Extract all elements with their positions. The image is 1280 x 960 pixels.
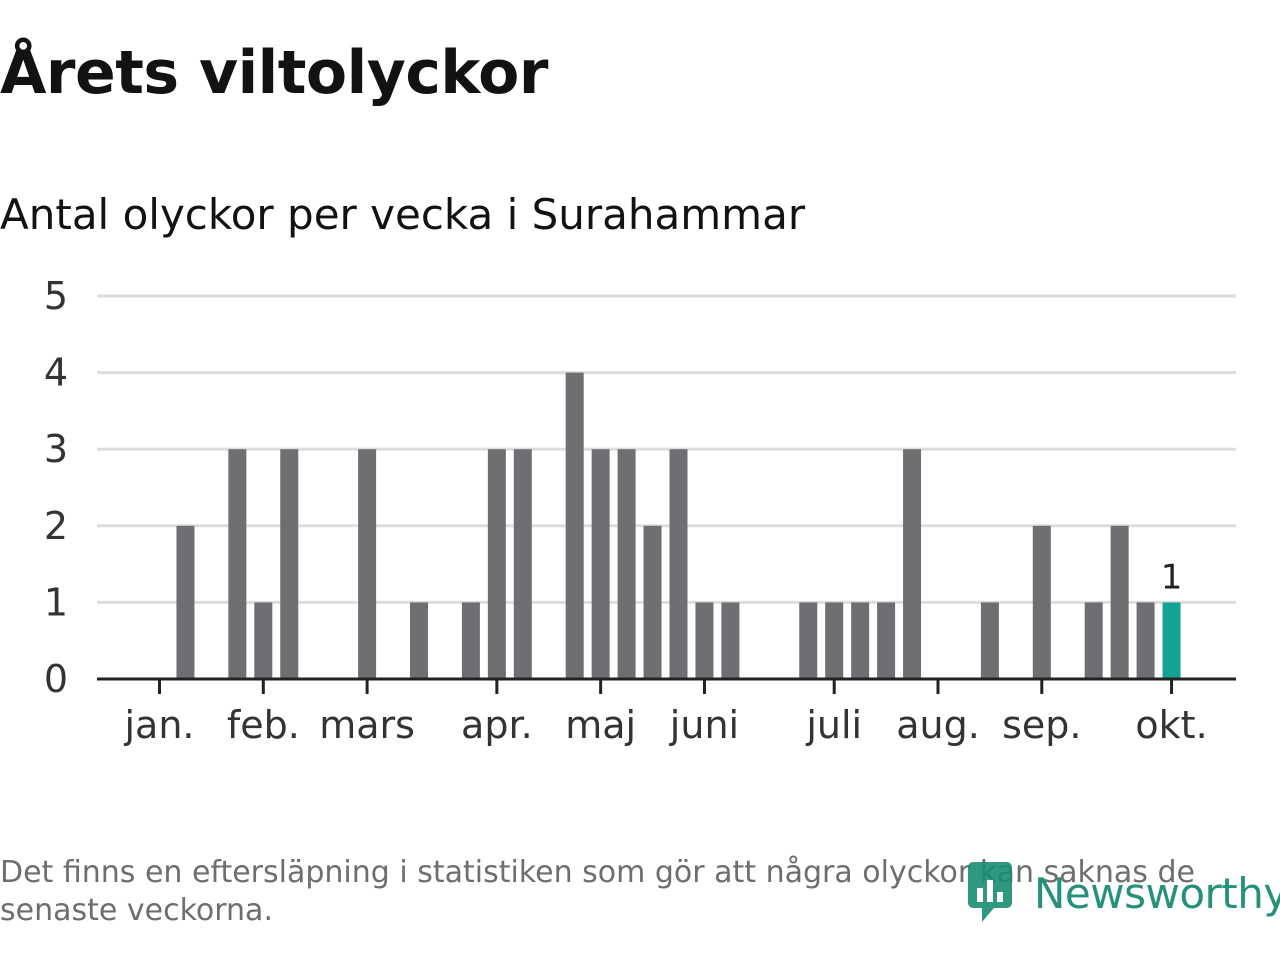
bar	[228, 449, 247, 679]
bar	[877, 602, 896, 679]
bar	[669, 449, 688, 679]
bar	[487, 449, 506, 679]
bar	[980, 602, 999, 679]
bar	[617, 449, 636, 679]
x-tick-label: apr.	[461, 703, 533, 747]
x-axis-ticks: jan. feb. mars apr. maj juni juli aug. sep. okt.	[123, 679, 1208, 747]
bar	[903, 449, 922, 679]
x-tick-label: feb.	[227, 703, 300, 747]
bar	[410, 602, 428, 679]
x-tick-label: juli	[805, 703, 862, 747]
y-tick-label: 2	[44, 504, 68, 548]
gridlines	[97, 294, 1236, 604]
bar	[1084, 602, 1103, 679]
bar	[1136, 602, 1155, 679]
x-tick-label: juni	[669, 703, 739, 747]
bar	[280, 449, 299, 679]
bar	[1110, 525, 1129, 679]
x-tick-label: maj	[565, 703, 636, 747]
chart-title: Årets viltolyckor	[0, 38, 549, 108]
brand-name: Newsworthy	[1034, 868, 1280, 918]
x-tick-label: sep.	[1002, 703, 1081, 747]
bar-chart: 0 1 2 3 4 5 jan. feb. mars apr. maj juni juli aug. se…	[44, 274, 1236, 747]
data-label: 1	[1161, 557, 1183, 597]
brand-logo: Newsworthy	[964, 858, 1280, 928]
bar	[254, 602, 273, 679]
bar	[591, 449, 610, 679]
newsworthy-logo-icon	[968, 862, 1012, 922]
bar-highlight	[1162, 602, 1181, 679]
bar	[695, 602, 714, 679]
x-tick-label: aug.	[896, 703, 980, 747]
bar	[851, 602, 870, 679]
bar	[461, 602, 480, 679]
bar	[358, 449, 377, 679]
y-axis-ticks: 0 1 2 3 4 5	[44, 274, 68, 701]
bar	[643, 525, 662, 679]
bar	[1032, 525, 1051, 679]
y-tick-label: 1	[44, 580, 68, 624]
y-tick-label: 4	[44, 351, 68, 395]
bar	[565, 372, 584, 679]
y-tick-label: 3	[44, 427, 68, 471]
bar	[721, 602, 740, 679]
y-tick-label: 0	[44, 657, 68, 701]
data-labels: 1	[1161, 557, 1183, 597]
bar	[825, 602, 844, 679]
x-tick-label: mars	[319, 703, 415, 747]
bar	[176, 525, 195, 679]
chart-subtitle: Antal olyckor per vecka i Surahammar	[0, 190, 806, 239]
x-tick-label: okt.	[1135, 703, 1207, 747]
y-tick-label: 5	[44, 274, 68, 318]
bars	[176, 372, 1181, 679]
x-tick-label: jan.	[123, 703, 194, 747]
bar	[513, 449, 532, 679]
bar	[799, 602, 818, 679]
